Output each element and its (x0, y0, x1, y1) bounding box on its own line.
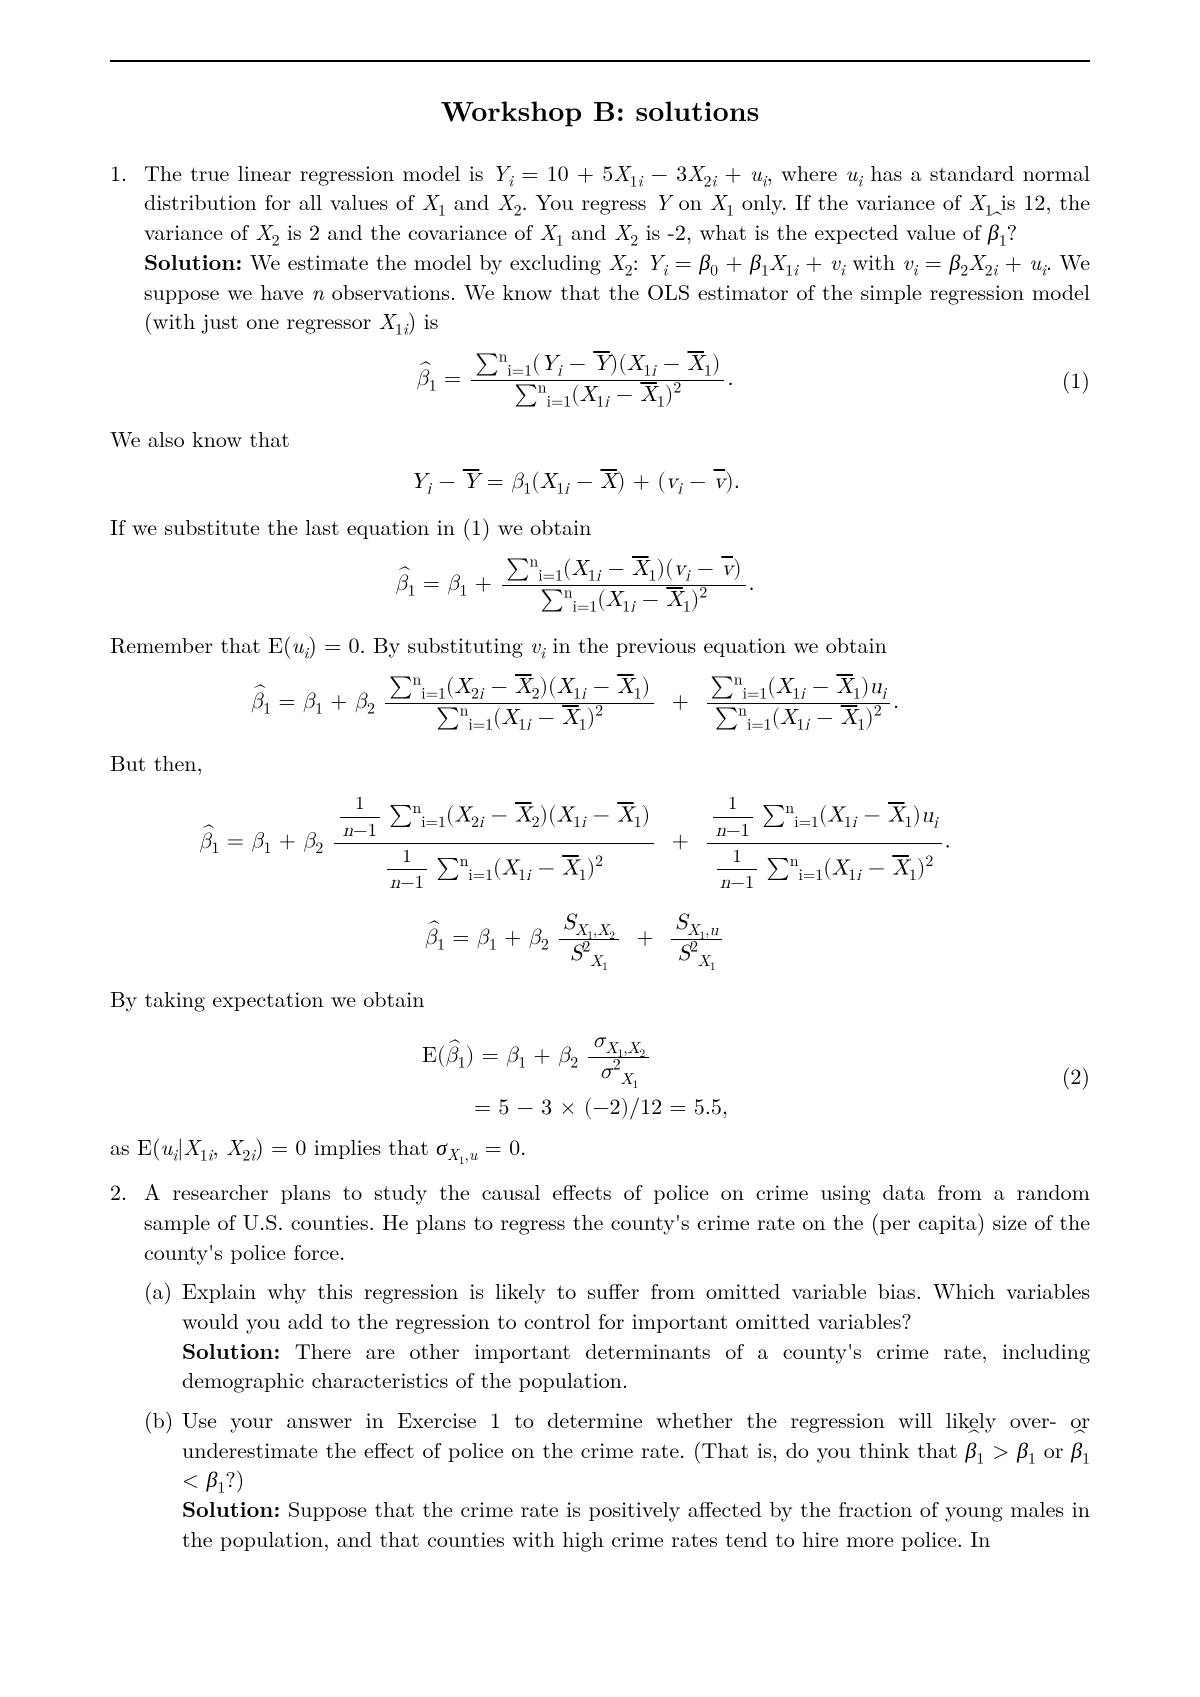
solution-label: Solution: (182, 1335, 280, 1366)
para-we-also-know: We also know that (110, 424, 1090, 454)
document-page: Workshop B: solutions 1. The true linear… (0, 0, 1200, 1697)
problem-2b-question: Use your answer in Exercise 1 to determi… (182, 1404, 1090, 1494)
para-final: as E(ui|X1i, X2i) = 0 implies that σX1,u… (110, 1132, 1090, 1162)
subitem-label: (a) (144, 1276, 182, 1395)
solution-label: Solution: (144, 246, 242, 277)
solution-label: Solution: (182, 1493, 280, 1524)
problem-2a-question: Explain why this regression is likely to… (182, 1275, 1090, 1336)
equation-3: β1 = β1 + ∑ni=1(X1i − X1)(vi − v) ∑ni=1(… (110, 555, 1090, 615)
problem-1-solution: We estimate the model by excluding X2: Y… (144, 246, 1090, 336)
para-expectation: By taking expectation we obtain (110, 984, 1090, 1014)
equation-5: β1 = β1 + β2 1n−1 ∑ni=1(X2i − X2)(X1i − … (110, 791, 1090, 895)
equation-tag-2: (2) (1040, 1061, 1090, 1091)
equation-2: Yi − Y = β1(X1i − X) + (vi − v). (110, 468, 1090, 498)
problem-body: The true linear regression model is Yi =… (144, 158, 1090, 336)
equation-1: β1 = ∑ni=1(Yi − Y)(X1i − X1) ∑ni=1(X1i −… (110, 350, 1090, 410)
equation-7: E(β1) = β1 + β2 σX1,X2 σ2X1 = 5 − 3 × (−… (110, 1027, 1090, 1123)
top-rule (110, 60, 1090, 62)
problem-number: 1. (110, 158, 144, 336)
problem-2b: (b) Use your answer in Exercise 1 to det… (144, 1405, 1090, 1553)
problem-2-text: A researcher plans to study the causal e… (144, 1177, 1090, 1266)
page-title: Workshop B: solutions (110, 92, 1090, 130)
subitem-label: (b) (144, 1405, 182, 1553)
problem-1-text: The true linear regression model is Yi =… (144, 157, 1090, 247)
problem-2a: (a) Explain why this regression is likel… (144, 1276, 1090, 1395)
equation-4: β1 = β1 + β2 ∑ni=1(X2i − X2)(X1i − X1) ∑… (110, 673, 1090, 733)
equation-6: β1 = β1 + β2 SX1,X2 S2X1 + SX1,u S2X1 (110, 909, 1090, 969)
problem-2b-solution: Suppose that the crime rate is positivel… (182, 1493, 1090, 1554)
para-but-then: But then, (110, 748, 1090, 778)
equation-7-line2: = 5 − 3 × (−2)/12 = 5.5, (422, 1094, 728, 1124)
para-substitute: If we substitute the last equation in (1… (110, 512, 1090, 542)
problem-2a-solution: There are other important determinants o… (182, 1335, 1090, 1396)
problem-1: 1. The true linear regression model is Y… (110, 158, 1090, 336)
problem-2: 2. A researcher plans to study the causa… (110, 1177, 1090, 1266)
para-remember: Remember that E(ui) = 0. By substituting… (110, 630, 1090, 660)
equation-tag: (1) (1040, 365, 1090, 395)
problem-number: 2. (110, 1177, 144, 1266)
